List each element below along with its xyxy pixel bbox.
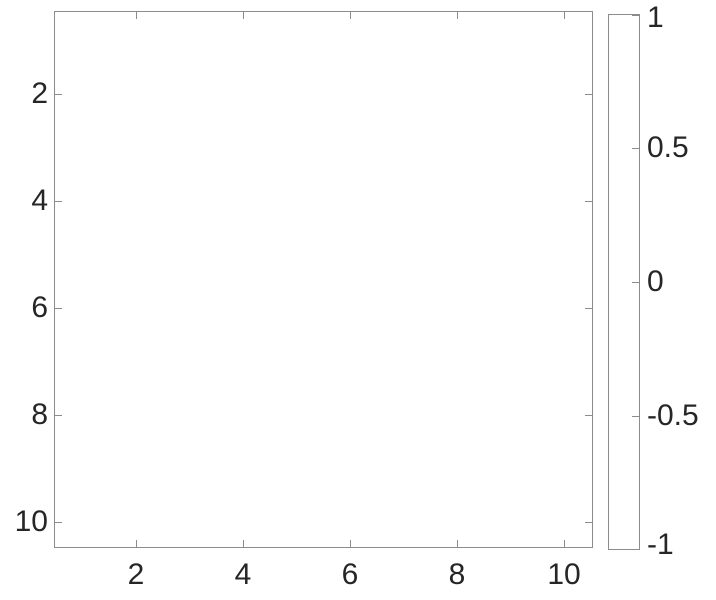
y-tick-mark-8 (54, 415, 62, 416)
x-tick-mark-top-8 (457, 11, 458, 19)
x-tick-mark-top-10 (564, 11, 565, 19)
y-tick-label-6: 6 (31, 291, 48, 324)
x-tick-label-2: 2 (127, 558, 145, 591)
colorbar-tick-mark-neg0p5 (632, 416, 640, 417)
x-tick-mark-top-6 (350, 11, 351, 19)
y-tick-label-10: 10 (14, 505, 48, 538)
x-tick-mark-2 (136, 540, 137, 548)
colorbar-tick-label-neg0p5: -0.5 (647, 399, 699, 432)
x-tick-label-4: 4 (234, 558, 252, 591)
x-tick-mark-4 (243, 540, 244, 548)
y-tick-mark-right-4 (585, 201, 593, 202)
x-tick-label-10: 10 (547, 558, 581, 591)
y-tick-mark-right-2 (585, 94, 593, 95)
x-tick-label-8: 8 (448, 558, 466, 591)
x-tick-mark-6 (350, 540, 351, 548)
plot-axes-box (54, 11, 593, 548)
y-tick-mark-10 (54, 522, 62, 523)
x-tick-mark-top-4 (243, 11, 244, 19)
y-tick-mark-2 (54, 94, 62, 95)
y-tick-label-2: 2 (31, 77, 48, 110)
x-tick-mark-top-2 (136, 11, 137, 19)
colorbar-tick-label-0p5: 0.5 (647, 131, 689, 164)
y-tick-mark-6 (54, 308, 62, 309)
x-tick-label-6: 6 (341, 558, 359, 591)
colorbar-tick-label-neg1: -1 (647, 528, 674, 561)
colorbar-tick-mark-0 (632, 282, 640, 283)
colorbar-tick-mark-neg1 (632, 549, 640, 550)
colorbar-tick-mark-1 (632, 15, 640, 16)
y-tick-label-8: 8 (31, 398, 48, 431)
x-tick-mark-8 (457, 540, 458, 548)
y-tick-mark-4 (54, 201, 62, 202)
colorbar-tick-label-0: 0 (647, 265, 664, 298)
y-tick-mark-right-10 (585, 522, 593, 523)
colorbar-tick-label-1: 1 (647, 1, 664, 34)
y-tick-mark-right-8 (585, 415, 593, 416)
y-tick-mark-right-6 (585, 308, 593, 309)
colorbar-tick-mark-0p5 (632, 148, 640, 149)
x-tick-mark-10 (564, 540, 565, 548)
y-tick-label-4: 4 (31, 184, 48, 217)
